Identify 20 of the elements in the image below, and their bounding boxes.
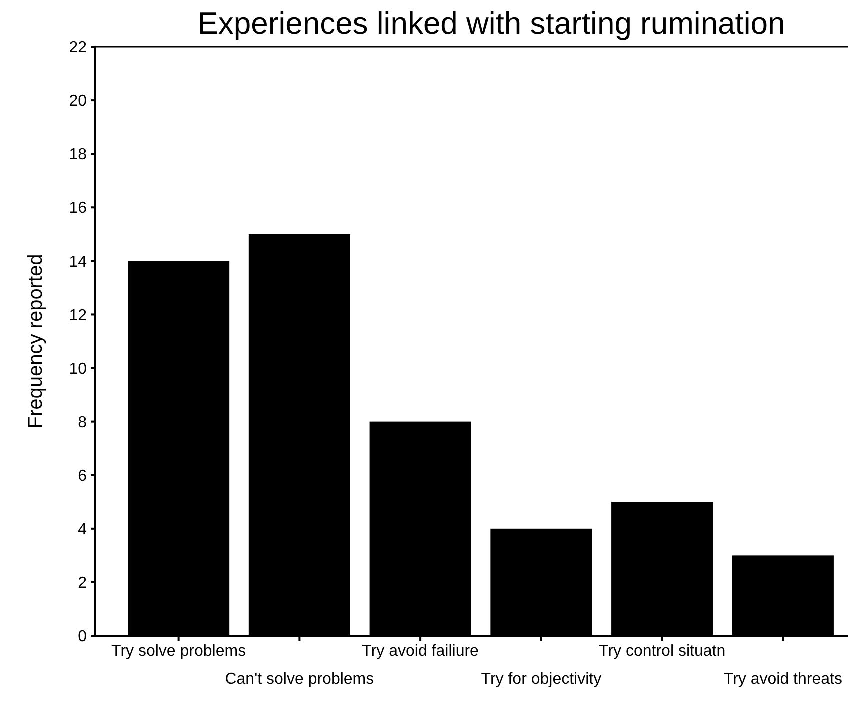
y-axis-title: Frequency reported: [25, 254, 47, 429]
x-tick-label: Can't solve problems: [225, 671, 374, 688]
x-tick-label: Try control situatn: [599, 643, 726, 660]
y-tick-label: 10: [69, 360, 88, 378]
x-tick-label: Try for objectivity: [481, 671, 602, 688]
y-tick-label: 14: [69, 254, 88, 271]
x-tick-label: Try solve problems: [112, 643, 246, 660]
y-tick-label: 6: [78, 468, 88, 485]
y-tick-label: 16: [69, 200, 88, 218]
y-tick-label: 8: [78, 414, 88, 432]
y-tick-label: 12: [69, 307, 88, 324]
x-tick-label: Try avoid failiure: [362, 643, 480, 660]
y-tick-label: 0: [78, 628, 88, 646]
y-tick-label: 18: [69, 146, 88, 164]
y-tick-label: 2: [78, 575, 88, 592]
x-tick-label: Try avoid threats: [724, 671, 842, 688]
y-tick-label: 22: [69, 40, 88, 57]
y-tick-label: 4: [78, 522, 88, 539]
y-tick-label: 20: [69, 93, 88, 110]
chart-title: Experiences linked with starting rumination: [198, 6, 786, 41]
